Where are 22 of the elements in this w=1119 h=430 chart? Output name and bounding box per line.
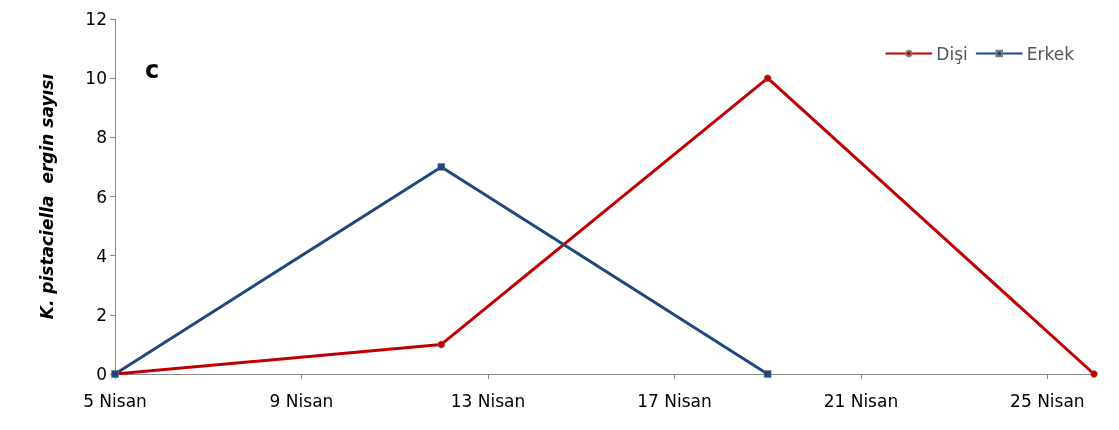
x-tick-label: 9 Nisan — [269, 390, 334, 411]
legend-label: Erkek — [1026, 43, 1075, 64]
x-tick-label: 13 Nisan — [450, 390, 526, 411]
x-tick-label: 17 Nisan — [637, 390, 712, 411]
y-tick-label: 12 — [85, 9, 107, 29]
y-tick-label: 0 — [96, 364, 107, 384]
y-tick-label: 6 — [96, 186, 107, 207]
point — [437, 340, 446, 349]
y-tick-label: 10 — [85, 68, 107, 89]
point — [763, 370, 772, 378]
point — [763, 74, 772, 82]
y-tick-label: 2 — [96, 304, 107, 325]
y-tick-label: 4 — [96, 245, 107, 266]
annotation: c — [145, 56, 160, 84]
y-tick-label: 8 — [96, 127, 107, 148]
y-axis-title: K. pistaciella ergin sayısı — [36, 73, 57, 320]
x-tick-label: 5 Nisan — [83, 390, 147, 411]
legend-label: Dişi — [936, 43, 968, 64]
point — [437, 163, 446, 171]
x-tick-label: 25 Nisan — [1010, 390, 1085, 411]
x-tick-label: 21 Nisan — [823, 390, 899, 411]
point — [1090, 370, 1098, 378]
